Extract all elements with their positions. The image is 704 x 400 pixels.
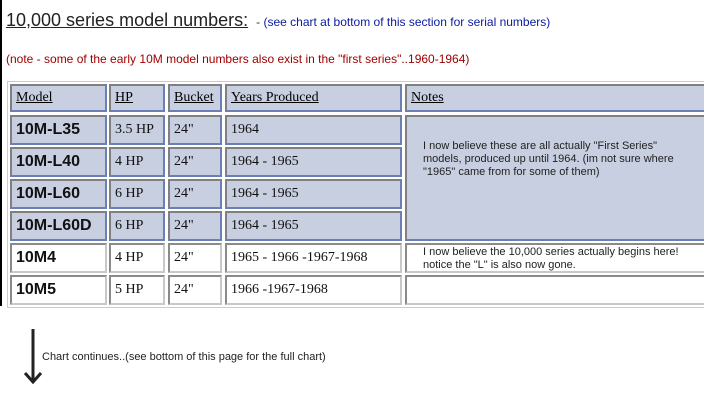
cell-hp: 3.5 HP [109, 115, 165, 145]
cell-model: 10M-L60D [10, 211, 107, 241]
cell-years: 1964 - 1965 [225, 147, 402, 177]
cell-hp: 6 HP [109, 211, 165, 241]
cell-bucket: 24" [168, 179, 222, 209]
cell-bucket: 24" [168, 115, 222, 145]
chart-continues-text: Chart continues..(see bottom of this pag… [42, 351, 326, 363]
cell-model: 10M4 [10, 243, 107, 273]
notes-cell-first-series: I now believe these are all actually "Fi… [405, 115, 704, 241]
serial-numbers-link-text: (see chart at bottom of this section for… [263, 15, 551, 29]
cell-years: 1965 - 1966 -1967-1968 [225, 243, 402, 273]
cell-bucket: 24" [168, 211, 222, 241]
header-model: Model [10, 84, 107, 112]
separator-dash: - [256, 15, 261, 29]
section-title: 10,000 series model numbers: [6, 10, 249, 30]
cell-hp: 5 HP [109, 275, 165, 305]
cell-model: 10M-L40 [10, 147, 107, 177]
cell-hp: 4 HP [109, 243, 165, 273]
serial-numbers-hint: - (see chart at bottom of this section f… [256, 15, 550, 29]
cell-hp: 4 HP [109, 147, 165, 177]
cell-model: 10M-L35 [10, 115, 107, 145]
cell-years: 1964 - 1965 [225, 211, 402, 241]
header-years-produced: Years Produced [225, 84, 402, 112]
header-notes: Notes [405, 84, 704, 112]
notes-cell-10000-series: I now believe the 10,000 series actually… [405, 243, 704, 273]
model-table [7, 81, 704, 308]
down-arrow-icon [24, 329, 42, 385]
cell-model: 10M-L60 [10, 179, 107, 209]
cell-bucket: 24" [168, 275, 222, 305]
cell-model: 10M5 [10, 275, 107, 305]
cell-hp: 6 HP [109, 179, 165, 209]
header-bucket: Bucket [168, 84, 222, 112]
cell-years: 1964 - 1965 [225, 179, 402, 209]
left-border [0, 0, 2, 306]
cell-years: 1966 -1967-1968 [225, 275, 402, 305]
cell-bucket: 24" [168, 147, 222, 177]
section-heading: 10,000 series model numbers: - (see char… [6, 10, 550, 31]
notes-cell-empty [405, 275, 704, 305]
cell-bucket: 24" [168, 243, 222, 273]
cell-years: 1964 [225, 115, 402, 145]
header-hp: HP [109, 84, 165, 112]
early-models-note: (note - some of the early 10M model numb… [6, 52, 470, 66]
